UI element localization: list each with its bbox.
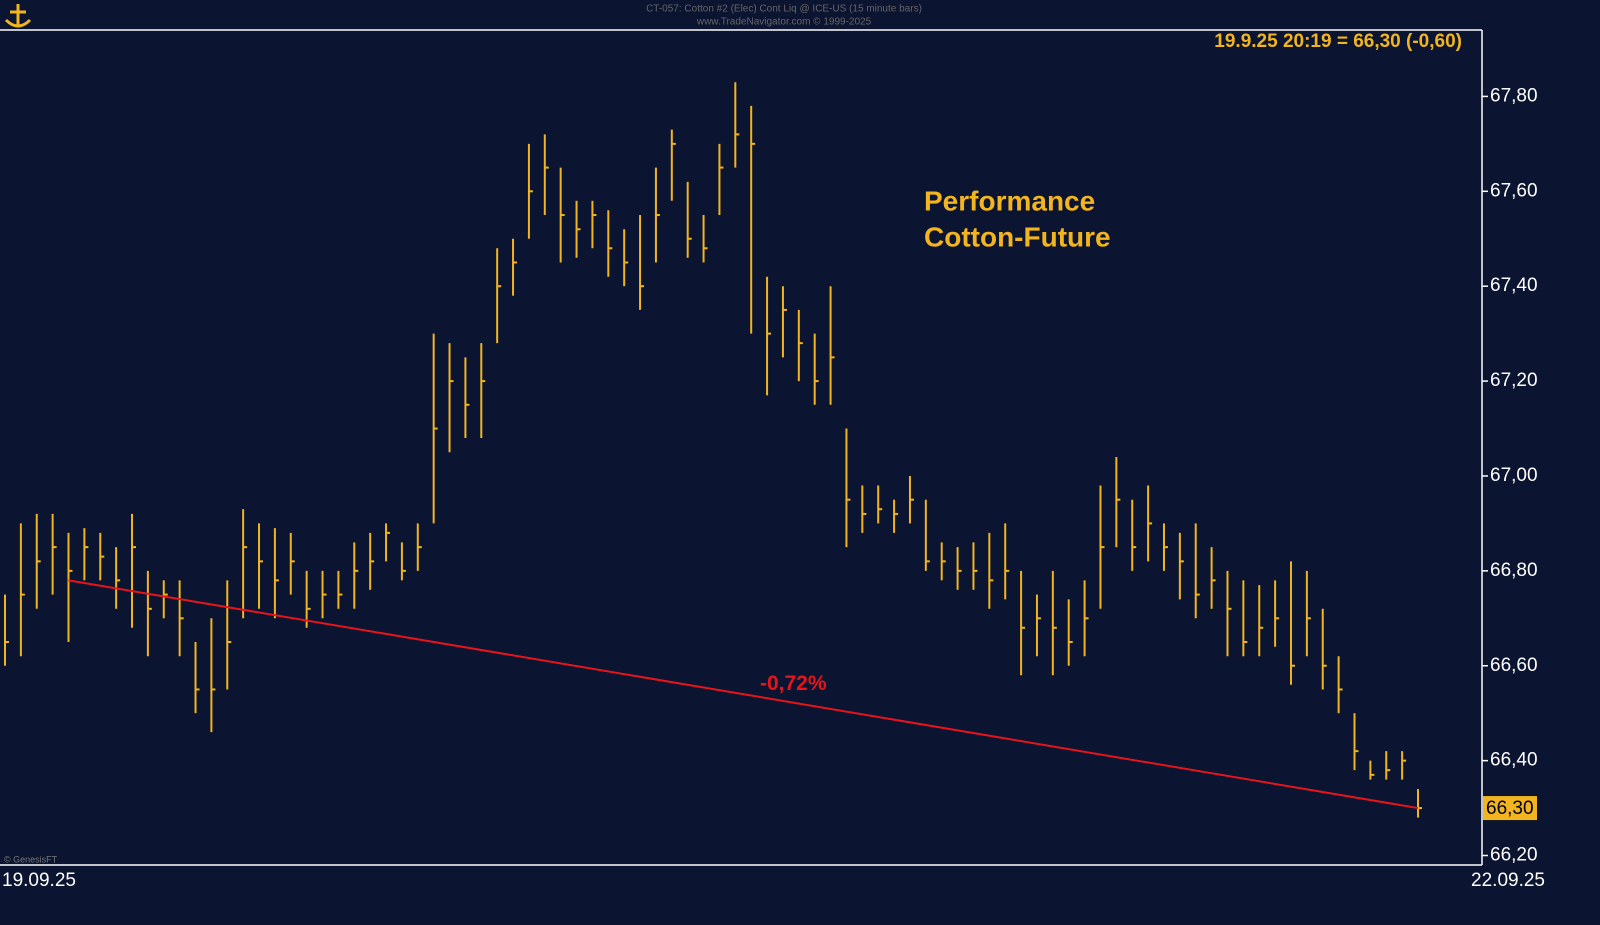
y-tick-label: 66,40	[1490, 750, 1538, 771]
y-tick-label: 67,80	[1490, 85, 1538, 106]
last-price-label: 66,30	[1486, 798, 1534, 819]
footnote: © GenesisFT	[4, 854, 58, 864]
y-tick-label: 66,80	[1490, 560, 1538, 581]
x-tick-label: 22.09.25	[1471, 870, 1545, 891]
y-tick-label: 66,20	[1490, 845, 1538, 866]
y-tick-label: 67,00	[1490, 465, 1538, 486]
header-quote: 19.9.25 20:19 = 66,30 (-0,60)	[1214, 31, 1462, 52]
trend-label: -0,72%	[760, 672, 827, 695]
y-tick-label: 67,20	[1490, 370, 1538, 391]
chart-title: CT-057: Cotton #2 (Elec) Cont Liq @ ICE-…	[646, 4, 922, 15]
y-tick-label: 66,60	[1490, 655, 1538, 676]
y-tick-label: 67,60	[1490, 180, 1538, 201]
annotation: Cotton-Future	[924, 221, 1111, 252]
logo	[4, 4, 32, 28]
last-price-box	[1483, 796, 1537, 821]
trend-line	[68, 579, 1419, 810]
chart-subtitle: www.TradeNavigator.com © 1999-2025	[696, 17, 872, 28]
annotation: Performance	[924, 185, 1095, 216]
x-tick-label: 19.09.25	[2, 870, 76, 891]
y-tick-label: 67,40	[1490, 275, 1538, 296]
